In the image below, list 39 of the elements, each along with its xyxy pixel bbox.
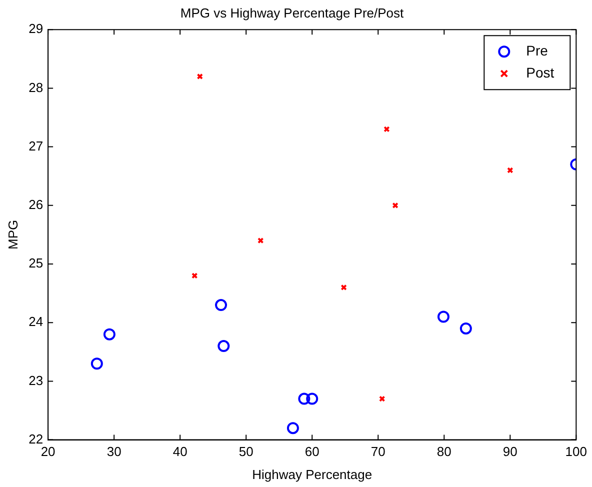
x-tick-label: 100 [565,444,588,460]
point [460,322,472,334]
point [196,73,204,80]
y-tick-label: 22 [28,431,44,446]
y-tick-label: 26 [28,196,44,212]
point [507,167,514,174]
y-tick-label: 23 [28,372,44,388]
x-tick-label: 20 [40,444,56,460]
x-tick-label: 80 [436,444,452,460]
legend-label: Pre [526,42,548,58]
point [218,340,230,352]
y-axis-title: MPG [5,220,20,250]
y-tick-label: 24 [28,314,44,330]
x-tick-label: 40 [172,444,188,460]
point [90,358,103,370]
chart-title: MPG vs Highway Percentage Pre/Post [180,5,404,20]
x-tick-label: 90 [502,444,518,460]
point [286,422,299,434]
point [306,392,318,405]
x-tick-label: 30 [106,444,122,460]
x-axis-title: Highway Percentage [252,466,372,482]
x-tick-label: 60 [304,444,320,460]
point [384,126,390,132]
y-tick-label: 29 [28,21,44,36]
point [103,328,116,340]
point [215,299,228,312]
point [437,310,450,323]
y-tick-label: 27 [28,138,44,154]
point [298,392,310,405]
point [340,284,347,291]
y-tick-label: 25 [28,256,44,271]
point [378,396,386,402]
y-tick-label: 28 [28,80,44,95]
legend-label: Post [526,64,554,80]
point [191,272,198,279]
x-tick-label: 50 [238,444,254,460]
point [257,237,264,244]
point [392,202,398,209]
x-tick-label: 70 [370,444,386,460]
